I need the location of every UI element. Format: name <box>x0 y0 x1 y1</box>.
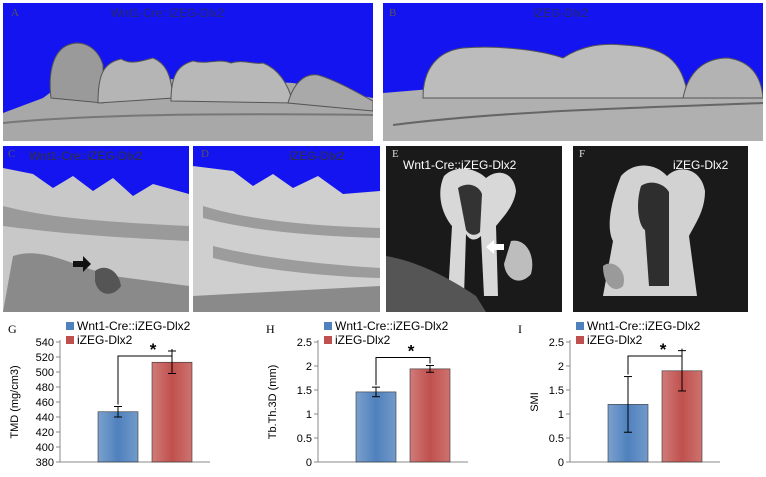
panel-d: D iZEG-Dlx2 <box>193 146 380 312</box>
significance-star: * <box>150 340 157 359</box>
panel-b-title: iZEG-Dlx2 <box>533 6 589 20</box>
panel-c-title: Wnt1-Cre::iZEG-Dlx2 <box>29 149 143 163</box>
y-tick-label: 520 <box>36 352 54 364</box>
panel-b-letter: B <box>389 7 397 19</box>
legend-label: Wnt1-Cre::iZEG-Dlx2 <box>335 319 449 333</box>
panel-a-title: Wnt1-Cre::iZEG-Dlx2 <box>111 6 225 20</box>
legend-swatch <box>324 336 332 344</box>
arrow-icon <box>73 256 91 272</box>
panel-f-title: iZEG-Dlx2 <box>673 158 729 172</box>
panel-c-render <box>3 168 189 312</box>
panel-a-render <box>3 42 373 141</box>
y-tick-label: 0 <box>306 457 312 469</box>
legend-label: Wnt1-Cre::iZEG-Dlx2 <box>77 319 191 333</box>
y-tick-label: 480 <box>36 382 54 394</box>
panel-e-letter: E <box>392 148 399 160</box>
bar-wnt1-cre <box>355 391 397 463</box>
legend-swatch <box>576 336 584 344</box>
legend-swatch <box>66 336 74 344</box>
panel-d-render <box>193 166 380 312</box>
y-axis-label: TMD (mg/cm3) <box>9 365 21 438</box>
y-tick-label: 460 <box>36 397 54 409</box>
y-axis-label: SMI <box>529 392 541 412</box>
significance-bracket <box>375 357 431 386</box>
y-tick-label: 1.5 <box>549 385 564 397</box>
panel-f: F iZEG-Dlx2 <box>573 146 748 312</box>
panel-e: E Wnt1-Cre::iZEG-Dlx2 <box>386 146 562 312</box>
panel-c-letter: C <box>8 148 16 160</box>
significance-bracket <box>117 349 173 405</box>
y-tick-label: 0.5 <box>297 433 312 445</box>
panel-d-letter: D <box>201 148 209 160</box>
significance-bracket <box>627 348 683 375</box>
y-tick-label: 2.5 <box>549 337 564 349</box>
y-tick-label: 440 <box>36 412 54 424</box>
chart-i-letter: I <box>518 322 522 336</box>
arrow-icon <box>486 240 504 254</box>
panel-c: C Wnt1-Cre::iZEG-Dlx2 <box>3 146 189 312</box>
chart-h-letter: H <box>266 322 275 336</box>
legend-swatch <box>576 322 584 330</box>
legend-swatch <box>66 322 74 330</box>
panel-b: B iZEG-Dlx2 <box>383 3 763 141</box>
y-tick-label: 0.5 <box>549 433 564 445</box>
legend-label: iZEG-Dlx2 <box>77 333 133 347</box>
panel-a-letter: A <box>11 7 19 19</box>
y-tick-label: 1 <box>306 409 312 421</box>
y-tick-label: 2 <box>306 361 312 373</box>
y-tick-label: 420 <box>36 427 54 439</box>
panel-b-render <box>383 43 763 141</box>
chart-g-letter: G <box>8 322 17 336</box>
chart-g: G 380 400 420 440 460 480 500 520 540 TMD (mg/cm3)… <box>0 316 255 472</box>
y-tick-label: 1.5 <box>297 385 312 397</box>
bar-izeg-dlx2 <box>151 361 193 463</box>
legend-label: iZEG-Dlx2 <box>587 333 643 347</box>
y-tick-label: 400 <box>36 442 54 454</box>
y-tick-label: 380 <box>36 457 54 469</box>
y-tick-label: 540 <box>36 337 54 349</box>
chart-g-svg: G 380 400 420 440 460 480 500 520 540 TMD (mg/cm3)… <box>8 319 210 469</box>
legend-label: Wnt1-Cre::iZEG-Dlx2 <box>587 319 701 333</box>
panel-f-render <box>603 165 705 296</box>
significance-star: * <box>408 342 415 361</box>
panel-a: A Wnt1-Cre::iZEG-Dlx2 <box>3 3 373 141</box>
bar-wnt1-cre <box>97 411 139 463</box>
panel-f-letter: F <box>579 148 586 160</box>
panel-e-render <box>386 168 533 312</box>
legend-swatch <box>324 322 332 330</box>
y-axis-label: Tb.Th.3D (mm) <box>267 365 279 440</box>
significance-star: * <box>660 340 667 359</box>
y-tick-label: 1 <box>558 409 564 421</box>
y-tick-label: 0 <box>558 457 564 469</box>
chart-h-svg: H0 0.5 1 1.5 2 2.5Tb.Th.3D (mm) * Wnt1-Cre::iZE… <box>266 319 468 469</box>
y-tick-label: 2.5 <box>297 337 312 349</box>
panel-e-title: Wnt1-Cre::iZEG-Dlx2 <box>403 158 517 172</box>
panel-d-title: iZEG-Dlx2 <box>289 149 345 163</box>
legend-label: iZEG-Dlx2 <box>335 333 391 347</box>
y-tick-label: 500 <box>36 367 54 379</box>
y-tick-label: 2 <box>558 361 564 373</box>
bar-izeg-dlx2 <box>409 368 451 463</box>
